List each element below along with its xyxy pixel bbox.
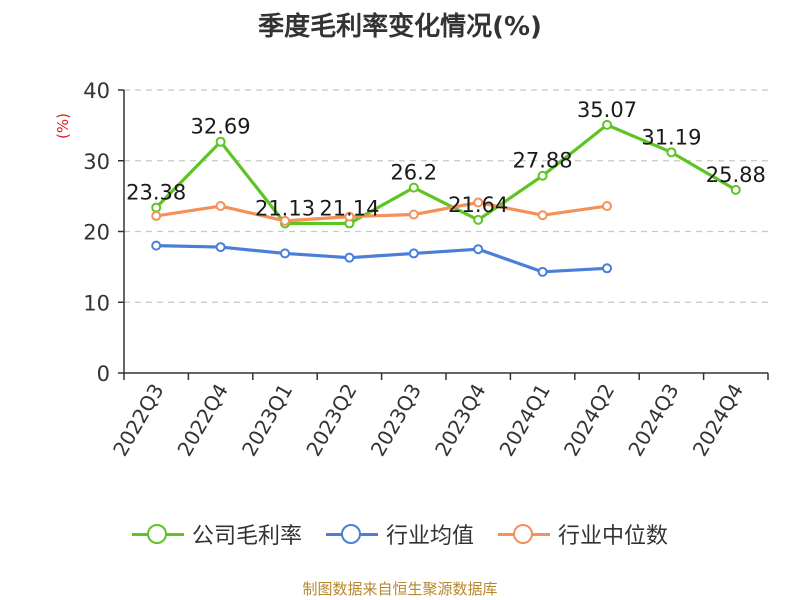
legend-swatch-company — [131, 524, 184, 544]
data-point-1 — [537, 266, 548, 277]
data-label: 31.19 — [641, 125, 701, 149]
x-tick-label: 2022Q3 — [108, 380, 168, 461]
data-label: 26.2 — [390, 161, 437, 185]
data-label: 21.64 — [448, 193, 508, 217]
data-label: 25.88 — [706, 163, 766, 187]
data-point-2 — [280, 215, 290, 226]
x-tick-label: 2024Q1 — [494, 380, 554, 461]
x-tick-label: 2023Q3 — [366, 380, 426, 461]
data-point-2 — [215, 201, 226, 212]
legend-label-industry-median: 行业中位数 — [558, 524, 669, 549]
source-note: 制图数据来自恒生聚源数据库 — [302, 580, 498, 598]
data-point-1 — [215, 242, 226, 253]
data-point-1 — [280, 248, 290, 259]
data-point-2 — [151, 210, 162, 221]
data-label: 21.13 — [255, 197, 315, 221]
data-point-2 — [602, 201, 612, 212]
x-tick-label: 2024Q4 — [688, 380, 748, 461]
series-line-0 — [155, 123, 737, 226]
y-tick-label: 30 — [83, 150, 110, 174]
legend-swatch-industry-mean — [325, 524, 378, 544]
chart-title: 季度毛利率变化情况(%) — [258, 12, 542, 42]
y-tick-label: 0 — [97, 362, 110, 386]
data-point-0 — [537, 170, 548, 181]
data-point-0 — [151, 202, 162, 213]
data-point-1 — [344, 252, 355, 263]
data-point-0 — [730, 184, 741, 195]
y-axis-label: (%) — [54, 113, 72, 139]
y-tick-label: 10 — [83, 291, 110, 315]
legend-item-industry-median[interactable]: 行业中位数 — [498, 518, 668, 550]
legend: 公司毛利率 行业均值 行业中位数 — [0, 518, 800, 550]
legend-item-company[interactable]: 公司毛利率 — [131, 518, 302, 550]
x-tick-label: 2023Q2 — [301, 380, 361, 461]
data-point-1 — [151, 240, 162, 251]
legend-swatch-industry-median — [498, 524, 550, 544]
x-tick-label: 2024Q3 — [623, 380, 683, 461]
x-tick-label: 2023Q1 — [237, 380, 297, 461]
data-point-0 — [215, 136, 226, 147]
x-tick-label: 2024Q2 — [559, 380, 619, 461]
data-point-2 — [473, 197, 484, 208]
data-point-2 — [537, 210, 548, 221]
data-label: 23.38 — [126, 181, 186, 205]
y-tick-label: 40 — [83, 79, 110, 103]
legend-label-industry-mean: 行业均值 — [385, 524, 474, 549]
legend-item-industry-mean[interactable]: 行业均值 — [325, 518, 474, 550]
data-point-0 — [666, 147, 677, 158]
legend-label-company: 公司毛利率 — [191, 524, 302, 549]
data-label: 27.88 — [513, 149, 573, 173]
data-label: 32.69 — [191, 115, 251, 139]
data-point-2 — [344, 211, 355, 222]
data-point-0 — [408, 182, 419, 193]
data-point-1 — [408, 248, 419, 259]
data-point-2 — [408, 209, 419, 220]
data-point-1 — [602, 263, 612, 274]
x-tick-label: 2022Q4 — [172, 380, 232, 461]
series-line-2 — [155, 200, 608, 223]
y-tick-label: 20 — [83, 221, 110, 245]
series-line-1 — [156, 244, 608, 274]
data-label: 35.07 — [577, 98, 637, 122]
x-tick-label: 2023Q4 — [430, 380, 490, 461]
data-point-0 — [473, 214, 484, 225]
data-label: 21.14 — [319, 196, 379, 220]
data-point-1 — [473, 244, 484, 255]
data-point-0 — [602, 119, 612, 130]
